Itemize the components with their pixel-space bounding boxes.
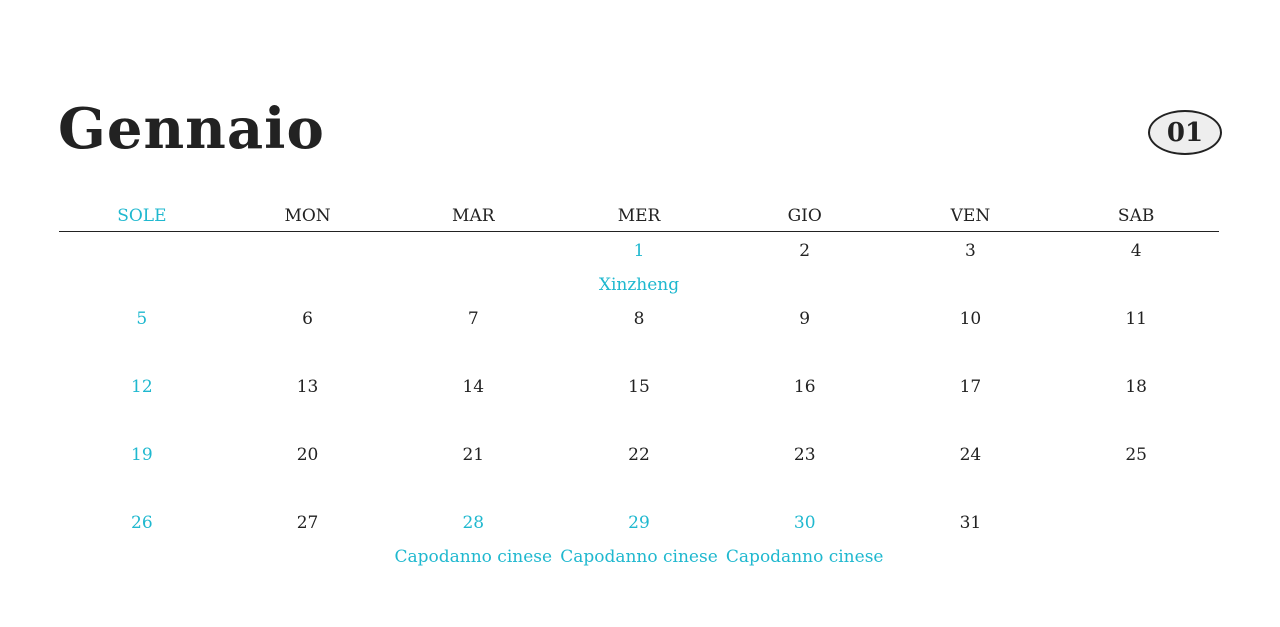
weekday: MER <box>617 206 661 226</box>
weekday: VEN <box>950 206 991 226</box>
day-number: 31 <box>959 513 982 533</box>
weekday: SAB <box>1117 206 1155 226</box>
day-number: 5 <box>136 309 148 329</box>
day-number: 29 <box>628 513 650 533</box>
day-number: 19 <box>131 445 153 465</box>
holiday-note: Capodanno cinese <box>725 547 884 567</box>
day-number: 24 <box>959 445 982 465</box>
day-number: 22 <box>628 445 650 465</box>
day-number: 16 <box>793 377 816 397</box>
weekday: MON <box>284 206 331 226</box>
day-number: 27 <box>296 513 319 533</box>
header-rule <box>59 231 1219 232</box>
day-number: 23 <box>793 445 816 465</box>
day-number: 3 <box>965 241 976 261</box>
day-number: 2 <box>799 241 811 261</box>
day-number: 18 <box>1125 377 1147 397</box>
day-number: 8 <box>633 309 645 329</box>
day-number: 26 <box>131 513 153 533</box>
holiday-note: Capodanno cinese <box>560 547 718 567</box>
day-number: 10 <box>959 309 982 329</box>
month-number: 01 <box>1148 110 1222 155</box>
weekday: MAR <box>452 206 495 226</box>
day-number: 15 <box>628 377 650 397</box>
day-number: 13 <box>296 377 319 397</box>
day-number: 30 <box>793 513 816 533</box>
day-number: 9 <box>799 309 811 329</box>
weekday: GIO <box>787 206 822 226</box>
holiday-note: Capodanno cinese <box>394 547 553 567</box>
day-number: 17 <box>959 377 982 397</box>
day-number: 4 <box>1130 241 1142 261</box>
day-number: 20 <box>296 445 319 465</box>
day-number: 28 <box>462 513 485 533</box>
day-number: 7 <box>467 309 479 329</box>
day-number: 21 <box>462 445 485 465</box>
day-number: 25 <box>1125 445 1147 465</box>
month-title: Gennaio <box>58 96 325 162</box>
day-number: 11 <box>1125 309 1147 329</box>
weekday: SOLE <box>117 206 167 226</box>
day-number: 12 <box>131 377 153 397</box>
day-number: 1 <box>633 241 645 261</box>
day-number: 6 <box>302 309 313 329</box>
day-number: 14 <box>462 377 485 397</box>
holiday-note: Xinzheng <box>598 275 680 295</box>
